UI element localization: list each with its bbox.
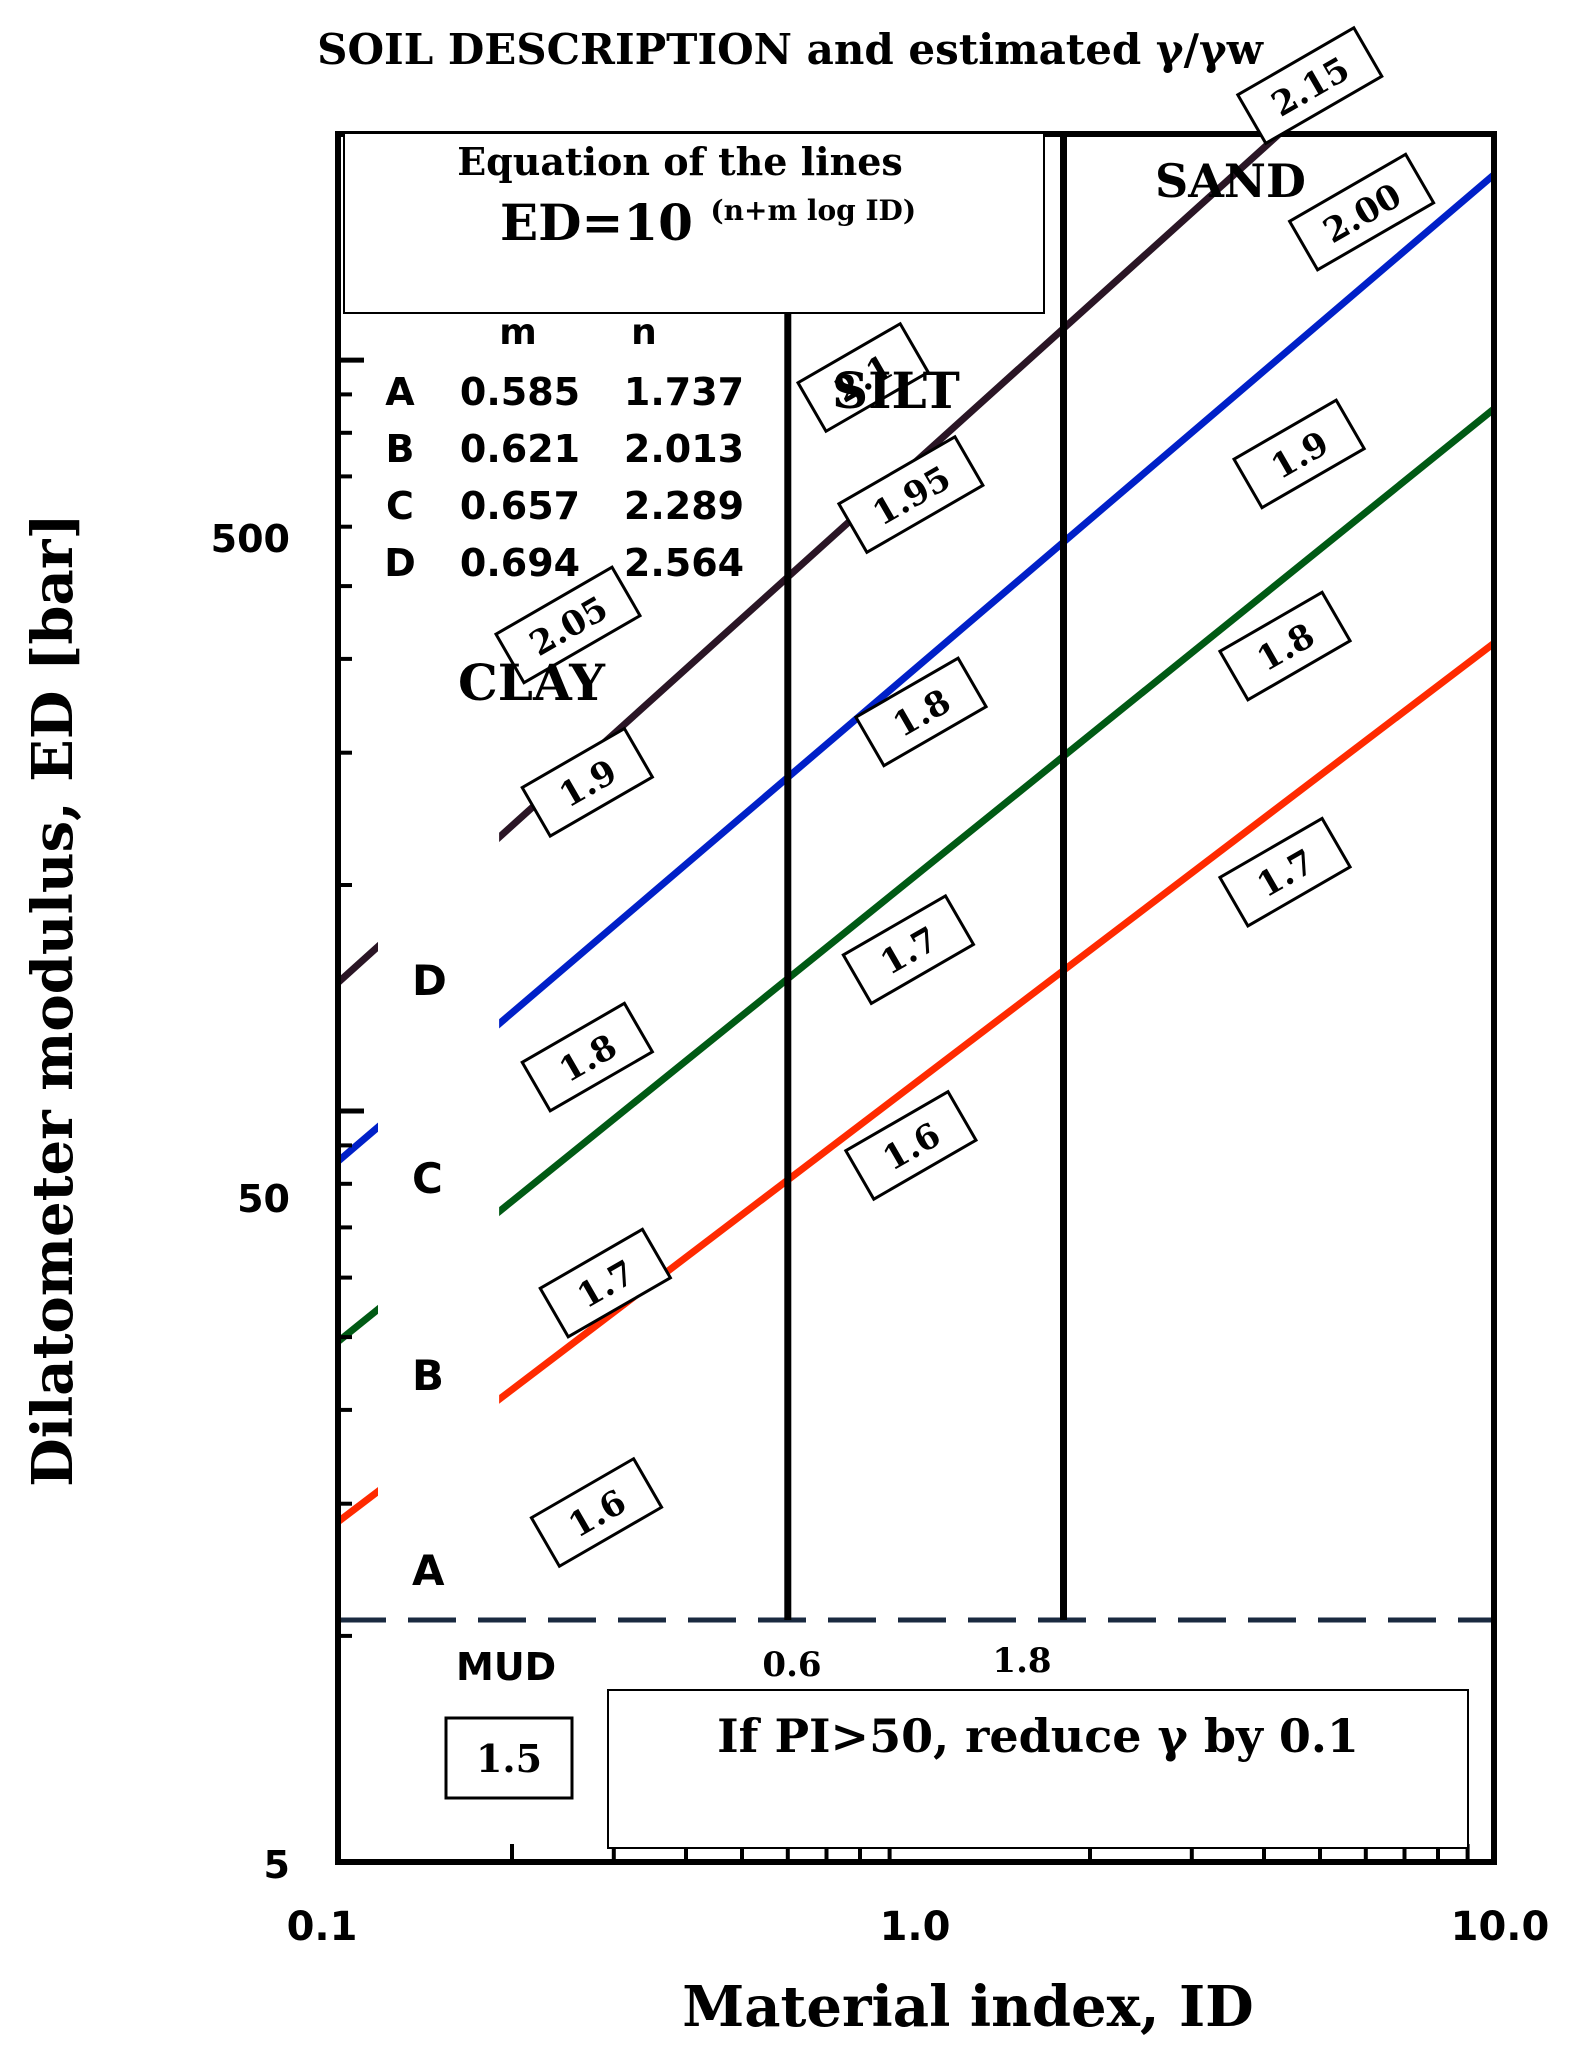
equation-box: Equation of the lines ED=10 (n+m log ID) xyxy=(343,132,1045,314)
gamma-label: 1.6 xyxy=(529,1456,664,1569)
note-box: If PI>50, reduce γ by 0.1 xyxy=(607,1689,1469,1849)
zone-label-sand: SAND xyxy=(1155,154,1306,208)
series-label-c: C xyxy=(412,1154,443,1203)
series-line-c xyxy=(338,171,1494,1164)
coef-row-m: 0.585 xyxy=(460,370,580,414)
coef-row-n: 2.013 xyxy=(624,427,744,471)
note-text: If PI>50, reduce γ by 0.1 xyxy=(717,1709,1359,1763)
gamma-label-frame xyxy=(1287,152,1436,272)
coefficient-table: m n A 0.585 1.737 B 0.621 2.013 C 0.657 2.289 D 0.69… xyxy=(384,312,744,585)
gamma-label-frame xyxy=(1235,25,1384,146)
series-line-b xyxy=(338,406,1494,1345)
gamma-label: 1.7 xyxy=(841,893,976,1006)
equation-box-frame xyxy=(343,132,1045,314)
zone-label-clay: CLAY xyxy=(458,653,606,712)
gamma-label: 2.00 xyxy=(1287,152,1436,272)
axis-ticks xyxy=(338,132,1470,1865)
gamma-label: 2.1 xyxy=(795,321,931,434)
series-layer xyxy=(338,134,1494,1862)
note-box-frame xyxy=(607,1689,1469,1849)
boundary-label-0.6: 0.6 xyxy=(762,1645,821,1685)
series-label-a: A xyxy=(412,1546,445,1595)
gamma-label-frame xyxy=(1217,816,1353,928)
y-tick-label-500: 500 xyxy=(211,517,290,561)
gamma-label: 1.9 xyxy=(1231,398,1367,510)
chart-title-text: SOIL DESCRIPTION and estimated γ/γw xyxy=(317,25,1264,74)
series-line-a xyxy=(338,640,1494,1525)
y-axis-title: Dilatometer modulus, ED [bar] xyxy=(20,513,86,1487)
gamma-label: 1.95 xyxy=(836,434,985,555)
plot-area: 1.61.71.81.92.051.61.71.81.952.11.71.81.… xyxy=(335,25,1497,1865)
equation-formula: ED=10 (n+m log ID) xyxy=(500,193,916,252)
mud-gamma-frame xyxy=(444,1716,574,1800)
y-tick-label-50: 50 xyxy=(237,1177,290,1221)
series-label-d: D xyxy=(412,956,447,1005)
x-tick-label-10.0: 10.0 xyxy=(1451,1904,1550,1950)
coef-row-line: B xyxy=(386,427,415,471)
coef-row-n: 1.737 xyxy=(624,370,744,414)
series-label-b: B xyxy=(412,1351,444,1400)
y-tick-label-5: 5 xyxy=(264,1843,290,1887)
gamma-label: 1.7 xyxy=(1217,816,1353,928)
gamma-label-frame xyxy=(520,1001,655,1113)
gamma-label-frame xyxy=(795,321,931,434)
gamma-label: 1.8 xyxy=(520,1001,655,1113)
gamma-label-frame xyxy=(843,1089,979,1202)
coef-row-n: 2.564 xyxy=(624,541,744,585)
equation-base: ED=10 xyxy=(500,193,693,252)
x-tick-label-0.1: 0.1 xyxy=(287,1904,358,1950)
coef-header-n: n xyxy=(631,312,657,353)
gamma-label-frame xyxy=(836,434,985,555)
gamma-label-frame xyxy=(853,656,989,768)
zone-label-silt: SILT xyxy=(832,361,960,420)
coef-row-line: A xyxy=(385,370,415,414)
equation-exponent: (n+m log ID) xyxy=(710,194,916,227)
letter-gap xyxy=(378,134,500,1862)
boundary-label-1.8: 1.8 xyxy=(992,1641,1051,1681)
gamma-label-frame xyxy=(1231,398,1367,510)
gamma-label: 1.8 xyxy=(853,656,989,768)
soil-boundaries xyxy=(784,134,1067,1620)
gamma-label-frame xyxy=(493,565,643,685)
mud-gamma-badge: 1.5 xyxy=(444,1716,574,1800)
gamma-label: 1.9 xyxy=(520,726,655,839)
equation-heading: Equation of the lines xyxy=(457,139,903,184)
gamma-label-frame xyxy=(1217,590,1353,702)
gamma-labels: 1.61.71.81.92.051.61.71.81.952.11.71.81.… xyxy=(493,25,1436,1569)
gamma-label: 1.8 xyxy=(1217,590,1353,702)
coef-row-m: 0.694 xyxy=(460,541,580,585)
coef-row-m: 0.657 xyxy=(460,484,580,528)
coef-row-line: D xyxy=(384,541,416,585)
chart-title: SOIL DESCRIPTION and estimated γ/γw xyxy=(317,25,1264,74)
gamma-label-frame xyxy=(538,1227,673,1339)
coef-row-line: C xyxy=(386,484,414,528)
x-tick-label-1.0: 1.0 xyxy=(880,1904,951,1950)
gamma-label-frame xyxy=(529,1456,664,1569)
coef-header-m: m xyxy=(499,312,537,353)
mud-label: MUD xyxy=(456,1645,556,1689)
x-axis-title: Material index, ID xyxy=(682,1974,1254,2040)
gamma-label-frame xyxy=(841,893,976,1006)
mud-gamma-value: 1.5 xyxy=(476,1736,542,1781)
gamma-label-frame xyxy=(520,726,655,839)
gamma-label: 1.6 xyxy=(843,1089,979,1202)
coef-row-n: 2.289 xyxy=(624,484,744,528)
coef-row-m: 0.621 xyxy=(460,427,580,471)
